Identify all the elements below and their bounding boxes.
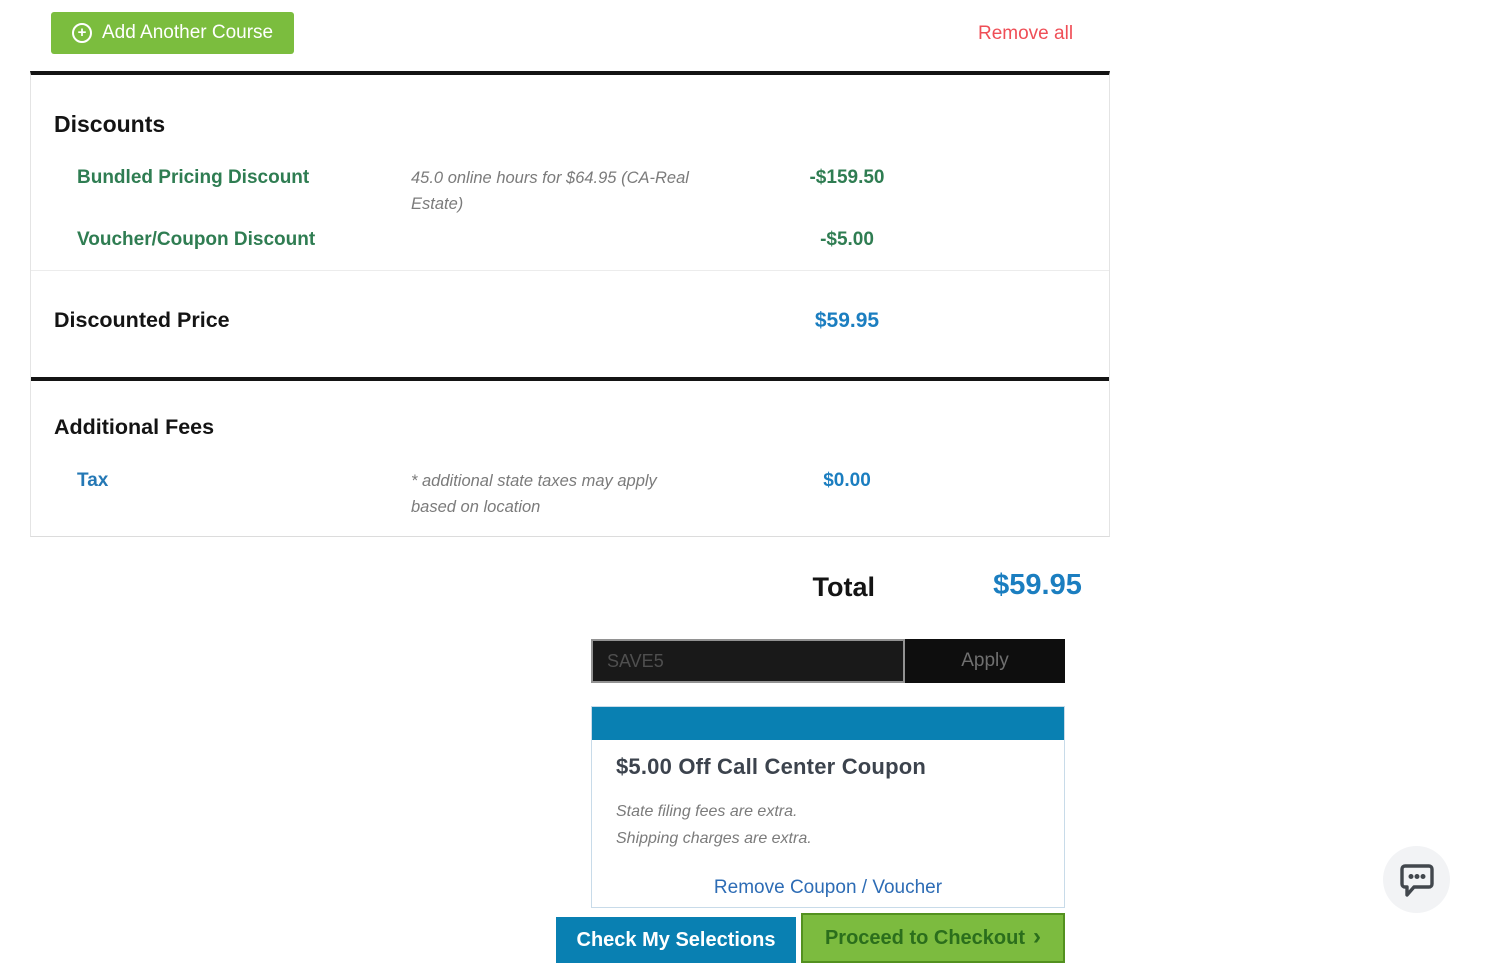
- total-amount: $59.95: [993, 569, 1082, 601]
- discounts-heading: Discounts: [54, 111, 166, 137]
- add-another-course-label: Add Another Course: [102, 22, 274, 43]
- tax-amount: $0.00: [823, 470, 871, 491]
- coupon-card-header-bar: [592, 707, 1064, 740]
- pricing-table: Discounts Bundled Pricing Discount 45.0 …: [30, 71, 1110, 537]
- add-another-course-button[interactable]: + Add Another Course: [51, 12, 295, 54]
- voucher-discount-amount: -$5.00: [820, 229, 874, 250]
- discounted-price-label: Discounted Price: [54, 308, 230, 332]
- section-divider: [31, 377, 1109, 381]
- check-my-selections-button[interactable]: Check My Selections: [556, 917, 796, 963]
- discounted-price-amount: $59.95: [814, 309, 880, 332]
- check-my-selections-label: Check My Selections: [576, 928, 776, 951]
- bundled-discount-description: 45.0 online hours for $64.95 (CA-Real Es…: [411, 169, 689, 213]
- tax-description: * additional state taxes may apply based…: [411, 472, 657, 516]
- plus-circle-icon: +: [72, 23, 92, 43]
- chevron-right-icon: ›: [1033, 922, 1042, 950]
- apply-coupon-button[interactable]: Apply: [905, 639, 1065, 683]
- remove-coupon-link[interactable]: Remove Coupon / Voucher: [713, 877, 943, 898]
- remove-all-link[interactable]: Remove all: [978, 23, 1074, 44]
- chat-launcher-button[interactable]: [1383, 846, 1450, 913]
- coupon-title: $5.00 Off Call Center Coupon: [616, 754, 926, 779]
- bundled-discount-label: Bundled Pricing Discount: [77, 167, 310, 188]
- bundled-discount-amount: -$159.50: [809, 167, 885, 188]
- coupon-card: $5.00 Off Call Center Coupon State filin…: [591, 706, 1065, 908]
- coupon-code-input[interactable]: [591, 639, 905, 683]
- proceed-to-checkout-label: Proceed to Checkout: [824, 926, 1026, 949]
- tax-label: Tax: [77, 470, 109, 491]
- additional-fees-heading: Additional Fees: [54, 415, 215, 439]
- proceed-to-checkout-button[interactable]: Proceed to Checkout ›: [801, 913, 1065, 963]
- total-label: Total: [812, 572, 876, 602]
- row-divider: [31, 270, 1109, 271]
- coupon-note: State filing fees are extra.: [616, 803, 798, 820]
- chat-bubble-icon: [1399, 863, 1434, 897]
- coupon-note: Shipping charges are extra.: [616, 830, 812, 847]
- voucher-discount-label: Voucher/Coupon Discount: [77, 229, 316, 250]
